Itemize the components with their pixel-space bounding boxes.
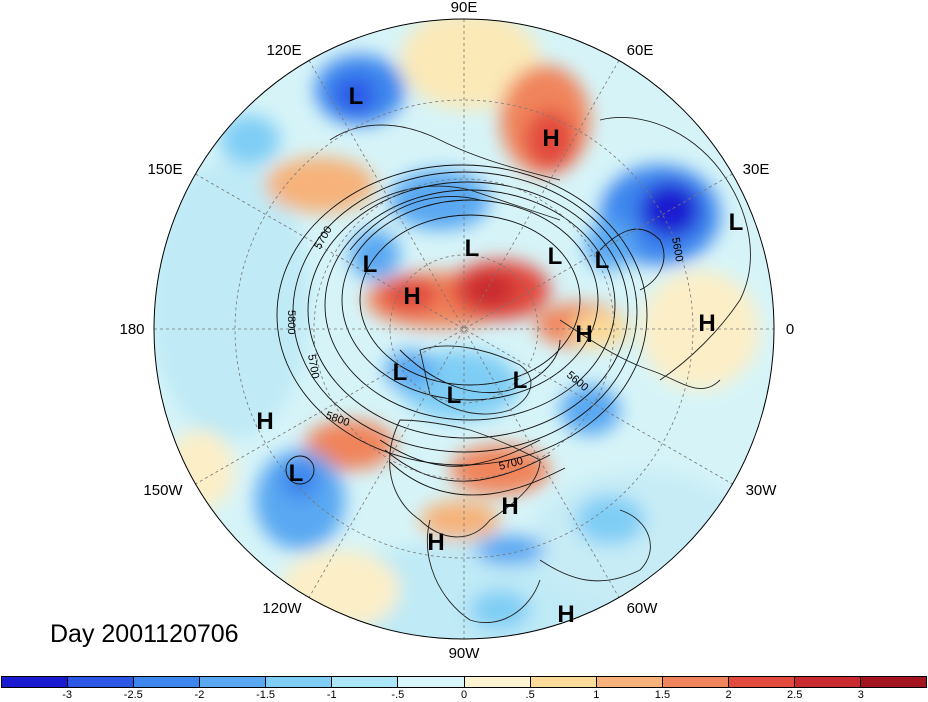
- colorbar-tick-label: 1.5: [654, 689, 671, 701]
- pressure-centers: L L L L L L L L L L H H H H H H H H: [256, 83, 743, 628]
- colorbar-swatch: [2, 677, 69, 687]
- colorbar-swatch: [398, 677, 465, 687]
- colorbar-swatch: [662, 677, 729, 687]
- colorbar-ticks: -3 -2.5 -2 -1.5 -1 -.5 0 .5 1 1.5 2 2.5 3: [0, 689, 928, 702]
- low-center: L: [548, 243, 563, 270]
- contour-label: 5800: [285, 310, 297, 334]
- lon-label: 120E: [266, 42, 301, 59]
- low-center: L: [465, 235, 480, 262]
- colorbar-swatch: [332, 677, 399, 687]
- colorbar-swatch: [134, 677, 201, 687]
- colorbar-tick-label: -3: [62, 689, 73, 701]
- lon-label: 150W: [143, 482, 183, 499]
- colorbar-tick-label: -2: [194, 689, 205, 701]
- colorbar-tick-label: -1: [326, 689, 337, 701]
- lon-label: 30E: [743, 161, 770, 178]
- map-boundary: [153, 18, 775, 640]
- lon-label: 120W: [262, 600, 302, 617]
- high-center: H: [575, 321, 592, 348]
- colorbar-tick-label: 2: [725, 689, 732, 701]
- low-center: L: [289, 460, 304, 487]
- colorbar-swatch: [861, 677, 927, 687]
- lon-label: 60E: [627, 42, 654, 59]
- low-center: L: [729, 209, 744, 236]
- lon-label: 90E: [451, 0, 478, 16]
- lon-label: 90W: [449, 645, 481, 662]
- height-contours: [276, 164, 665, 496]
- high-center: H: [542, 125, 559, 152]
- map-title: Day 2001120706: [50, 620, 239, 648]
- colorbar-swatch: [530, 677, 597, 687]
- anomaly-field: [154, 19, 774, 639]
- colorbar-tick-label: -.5: [391, 689, 405, 701]
- high-center: H: [698, 310, 715, 337]
- lon-label: 180: [119, 321, 144, 338]
- high-center: H: [557, 601, 574, 628]
- high-center: H: [427, 529, 444, 556]
- longitude-labels: 90E 60E 30E 0 30W 60W 90W 120W 150W 180 …: [119, 0, 794, 662]
- low-center: L: [393, 359, 408, 386]
- colorbar: [1, 676, 927, 688]
- low-center: L: [447, 382, 462, 409]
- lon-label: 60W: [627, 600, 659, 617]
- colorbar-tick-label: -1.5: [256, 689, 276, 701]
- high-center: H: [403, 283, 420, 310]
- colorbar-swatch: [200, 677, 267, 687]
- colorbar-swatch: [266, 677, 333, 687]
- low-center: L: [595, 247, 610, 274]
- colorbar-tick-label: .5: [525, 689, 535, 701]
- colorbar-tick-label: -2.5: [123, 689, 143, 701]
- colorbar-swatch: [728, 677, 795, 687]
- lon-label: 30W: [746, 482, 778, 499]
- contour-label: 5600: [669, 236, 685, 262]
- lon-label: 150E: [147, 161, 182, 178]
- high-center: H: [501, 493, 518, 520]
- low-center: L: [349, 83, 364, 110]
- low-center: L: [363, 251, 378, 278]
- colorbar-tick-label: 2.5: [787, 689, 803, 701]
- colorbar-tick-label: 3: [857, 689, 864, 701]
- low-center: L: [513, 367, 528, 394]
- colorbar-swatch: [596, 677, 663, 687]
- contour-label: 5700: [305, 353, 321, 379]
- colorbar-tick-label: 1: [593, 689, 600, 701]
- graticule: [154, 19, 774, 639]
- coastlines: [329, 117, 751, 624]
- colorbar-swatch: [68, 677, 135, 687]
- high-center: H: [256, 408, 273, 435]
- lon-label: 0: [786, 321, 794, 338]
- colorbar-tick-label: 0: [460, 689, 468, 701]
- colorbar-swatch: [794, 677, 862, 687]
- colorbar-swatch: [464, 677, 531, 687]
